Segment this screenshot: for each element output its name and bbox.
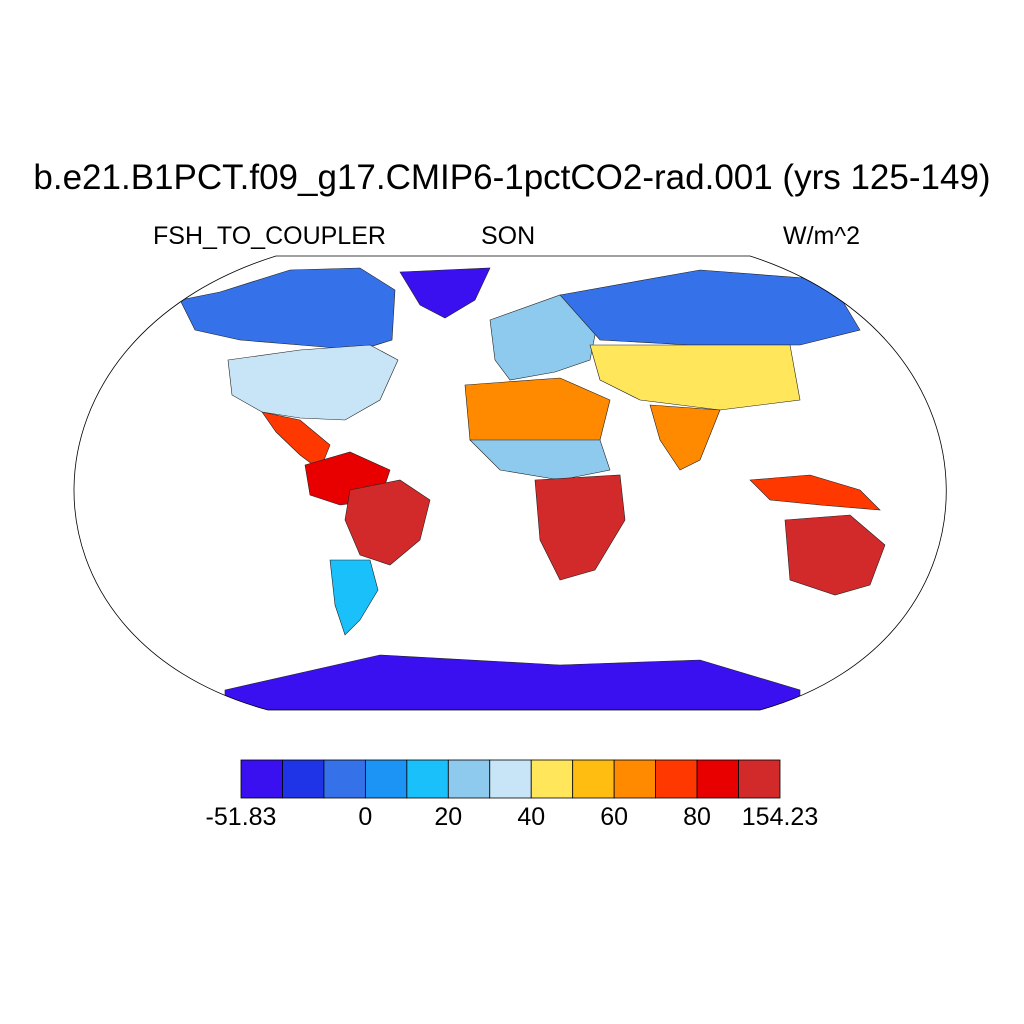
colorbar-swatch xyxy=(406,759,449,799)
colorbar-label: 40 xyxy=(517,803,546,831)
region-central-asia xyxy=(589,344,801,411)
colorbar-label: 80 xyxy=(683,803,711,831)
region-india xyxy=(649,404,721,471)
colorbar-swatch xyxy=(696,759,739,799)
colorbar-label: 60 xyxy=(600,803,629,831)
region-siberia xyxy=(559,269,861,346)
season-label: SON xyxy=(481,222,536,250)
colorbar-swatch xyxy=(530,759,574,799)
colorbar-label: 154.23 xyxy=(741,803,819,831)
colorbar-swatch xyxy=(282,759,325,799)
plot-title: b.e21.B1PCT.f09_g17.CMIP6-1pctCO2-rad.00… xyxy=(33,158,991,197)
colorbar-label: -51.83 xyxy=(205,803,277,831)
colorbar-swatch xyxy=(655,759,698,799)
region-australia xyxy=(784,514,886,596)
colorbar-swatch xyxy=(323,759,366,799)
region-brazil xyxy=(344,479,431,566)
colorbar-swatch xyxy=(572,759,615,799)
units-label: W/m^2 xyxy=(783,222,861,250)
map-outline xyxy=(73,255,947,711)
colorbar-label: 20 xyxy=(434,803,463,831)
colorbar-label: 0 xyxy=(358,803,373,831)
region-patagonia xyxy=(329,559,379,636)
colorbar-swatch xyxy=(738,759,781,799)
region-southern-africa xyxy=(534,474,626,581)
region-sahel xyxy=(469,439,611,481)
colorbar-swatch xyxy=(489,759,532,799)
region-greenland xyxy=(399,267,491,319)
colorbar-swatch xyxy=(613,759,657,799)
colorbar-swatch xyxy=(240,759,283,799)
region-united-states xyxy=(227,344,399,421)
region-indonesia xyxy=(749,474,881,511)
variable-label: FSH_TO_COUPLER xyxy=(153,222,386,250)
region-canada xyxy=(179,267,396,351)
region-antarctica xyxy=(224,654,801,710)
colorbar-swatch xyxy=(364,759,408,799)
colorbar-swatch xyxy=(447,759,491,799)
